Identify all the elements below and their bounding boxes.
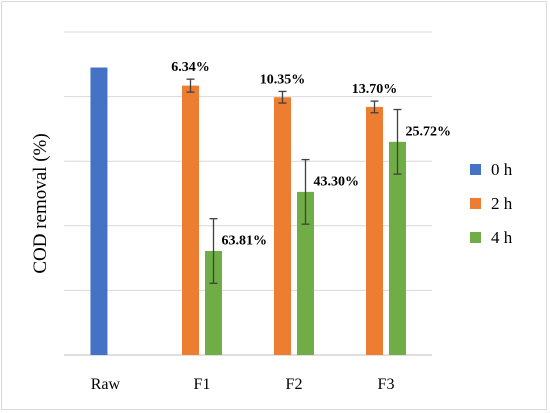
x-tick-label: F1 bbox=[194, 376, 211, 393]
bar-2h-F1 bbox=[182, 85, 199, 356]
data-label: 13.70% bbox=[352, 82, 398, 97]
bar-0h-Raw bbox=[90, 67, 108, 355]
legend-swatch bbox=[470, 198, 481, 209]
bar-2h-F3 bbox=[366, 106, 383, 355]
legend-swatch bbox=[470, 164, 481, 175]
legend-label: 4 h bbox=[491, 228, 513, 247]
data-label: 6.34% bbox=[171, 60, 210, 75]
data-labels: 6.34% 63.81% 10.35% 43.30% 13.70% 25.72% bbox=[171, 60, 451, 249]
error-bars bbox=[186, 78, 402, 284]
legend-label: 0 h bbox=[491, 160, 513, 179]
data-label: 10.35% bbox=[260, 72, 306, 87]
bar-4h-F2 bbox=[297, 191, 314, 355]
legend-label: 2 h bbox=[491, 194, 513, 213]
bars bbox=[90, 67, 406, 356]
bar-4h-F3 bbox=[389, 141, 406, 355]
data-label: 43.30% bbox=[314, 175, 360, 190]
bar-2h-F2 bbox=[274, 97, 291, 355]
x-tick-label: Raw bbox=[91, 376, 121, 393]
bar-4h-F1 bbox=[205, 250, 222, 355]
legend: 0 h 2 h 4 h bbox=[470, 160, 513, 247]
data-label: 25.72% bbox=[406, 125, 452, 140]
legend-swatch bbox=[470, 232, 481, 243]
data-label: 63.81% bbox=[222, 234, 268, 249]
y-axis-title: COD removal (%) bbox=[30, 133, 51, 273]
x-tick-label: F3 bbox=[378, 376, 395, 393]
x-tick-labels: Raw F1 F2 F3 bbox=[91, 376, 395, 393]
x-tick-label: F2 bbox=[286, 376, 303, 393]
